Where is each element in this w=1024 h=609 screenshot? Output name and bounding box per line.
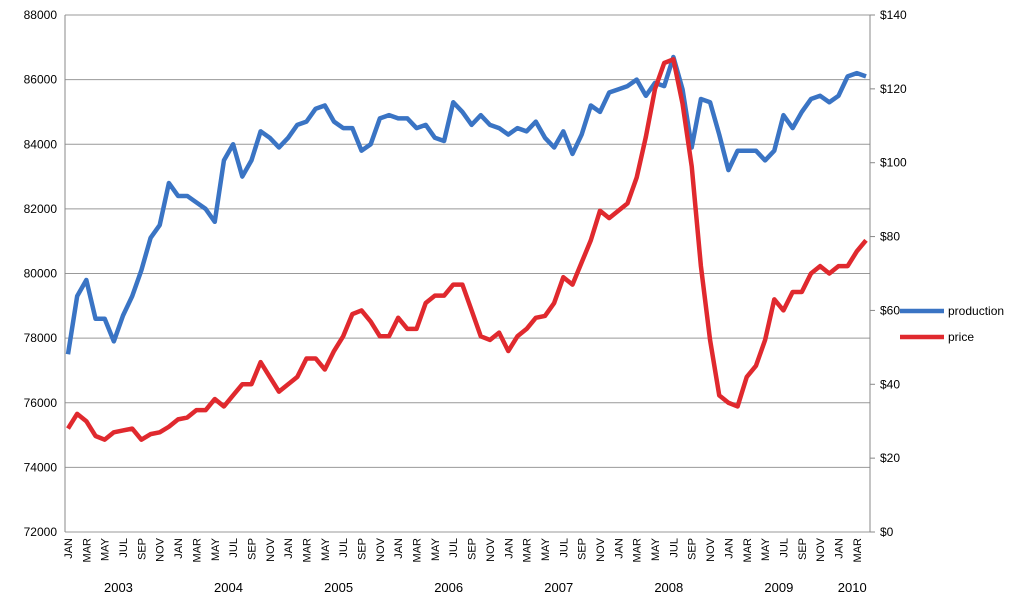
year-label: 2007 — [544, 580, 573, 595]
y2-tick-label: $80 — [880, 230, 900, 244]
x-tick-label: SEP — [136, 538, 148, 560]
x-tick-label: JAN — [63, 538, 75, 559]
y-tick-label: 84000 — [24, 137, 58, 151]
x-tick-label: JAN — [723, 538, 735, 559]
x-tick-label: NOV — [705, 537, 717, 562]
x-tick-label: JAN — [393, 538, 405, 559]
x-tick-label: NOV — [485, 537, 497, 562]
series-line — [66, 57, 868, 442]
x-tick-label: MAY — [210, 537, 222, 561]
y2-tick-label: $100 — [880, 156, 907, 170]
x-tick-label: JUL — [448, 538, 460, 558]
x-tick-label: MAY — [430, 537, 442, 561]
y-tick-label: 80000 — [24, 267, 58, 281]
x-tick-label: JAN — [173, 538, 185, 559]
x-tick-label: MAR — [632, 538, 644, 563]
x-tick-label: NOV — [155, 537, 167, 562]
y-tick-label: 72000 — [24, 525, 58, 539]
legend-label: price — [948, 330, 974, 344]
y-tick-label: 86000 — [24, 73, 58, 87]
y2-tick-label: $60 — [880, 303, 900, 317]
x-tick-label: MAR — [522, 538, 534, 563]
x-tick-label: NOV — [595, 537, 607, 562]
x-tick-label: NOV — [265, 537, 277, 562]
series-line — [65, 54, 867, 355]
x-tick-label: JAN — [503, 538, 515, 559]
x-tick-label: MAR — [412, 538, 424, 563]
y-tick-label: 76000 — [24, 396, 58, 410]
x-tick-label: JUL — [668, 538, 680, 558]
x-tick-label: NOV — [375, 537, 387, 562]
x-tick-label: SEP — [246, 538, 258, 560]
y-tick-label: 82000 — [24, 202, 58, 216]
x-tick-label: JUL — [778, 538, 790, 558]
y2-tick-label: $120 — [880, 82, 907, 96]
x-tick-label: MAY — [540, 537, 552, 561]
year-label: 2004 — [214, 580, 243, 595]
y2-tick-label: $140 — [880, 8, 907, 22]
x-tick-label: MAR — [742, 538, 754, 563]
x-tick-label: SEP — [797, 538, 809, 560]
x-tick-label: MAR — [191, 538, 203, 563]
year-label: 2010 — [838, 580, 867, 595]
x-tick-label: JAN — [283, 538, 295, 559]
y-tick-label: 88000 — [24, 8, 58, 22]
x-tick-label: MAR — [301, 538, 313, 563]
x-tick-label: MAY — [650, 537, 662, 561]
x-tick-label: MAY — [100, 537, 112, 561]
x-tick-label: SEP — [687, 538, 699, 560]
x-tick-label: MAR — [852, 538, 864, 563]
year-label: 2006 — [434, 580, 463, 595]
year-label: 2008 — [654, 580, 683, 595]
x-tick-label: JUL — [118, 538, 130, 558]
x-tick-label: JUL — [338, 538, 350, 558]
y2-tick-label: $20 — [880, 451, 900, 465]
x-tick-label: SEP — [467, 538, 479, 560]
x-tick-label: SEP — [577, 538, 589, 560]
x-tick-label: JAN — [833, 538, 845, 559]
y-tick-label: 74000 — [24, 460, 58, 474]
legend-label: production — [948, 304, 1004, 318]
x-tick-label: MAY — [320, 537, 332, 561]
year-label: 2009 — [764, 580, 793, 595]
year-label: 2005 — [324, 580, 353, 595]
y2-tick-label: $40 — [880, 377, 900, 391]
x-tick-label: JUL — [558, 538, 570, 558]
y2-tick-label: $0 — [880, 525, 894, 539]
x-tick-label: MAR — [81, 538, 93, 563]
year-label: 2003 — [104, 580, 133, 595]
x-tick-label: NOV — [815, 537, 827, 562]
x-tick-label: JAN — [613, 538, 625, 559]
x-tick-label: SEP — [357, 538, 369, 560]
x-tick-label: MAY — [760, 537, 772, 561]
x-tick-label: JUL — [228, 538, 240, 558]
y-tick-label: 78000 — [24, 331, 58, 345]
